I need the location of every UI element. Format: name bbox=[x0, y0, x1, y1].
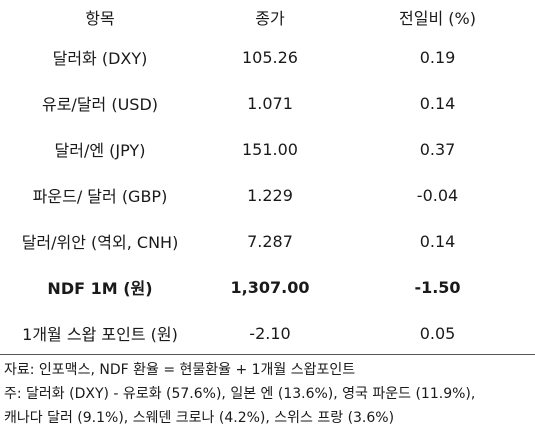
fx-table: 항목 종가 전일비 (%) 달러화 (DXY) 105.26 0.19 유로/달… bbox=[0, 0, 535, 356]
table-row: 파운드/ 달러 (GBP) 1.229 -0.04 bbox=[0, 172, 535, 218]
table-row-ndf: NDF 1M (원) 1,307.00 -1.50 bbox=[0, 264, 535, 310]
row-change: 0.19 bbox=[419, 47, 456, 67]
row-close: 1.071 bbox=[247, 93, 293, 113]
row-change: 0.37 bbox=[419, 139, 456, 159]
row-close: 1,307.00 bbox=[230, 277, 310, 297]
row-item: 유로/달러 (USD) bbox=[41, 95, 159, 114]
table-row: 달러화 (DXY) 105.26 0.19 bbox=[0, 34, 535, 80]
table-row: 달러/위안 (역외, CNH) 7.287 0.14 bbox=[0, 218, 535, 264]
table-header: 항목 종가 전일비 (%) bbox=[0, 0, 535, 34]
header-close: 종가 bbox=[255, 9, 285, 28]
table-body: 달러화 (DXY) 105.26 0.19 유로/달러 (USD) 1.071 … bbox=[0, 34, 535, 356]
row-change: 0.14 bbox=[419, 93, 456, 113]
footer-divider bbox=[0, 354, 535, 355]
table-row: 1개월 스왑 포인트 (원) -2.10 0.05 bbox=[0, 310, 535, 356]
row-close: -2.10 bbox=[249, 323, 291, 343]
row-change: 0.14 bbox=[419, 231, 456, 251]
header-item: 항목 bbox=[85, 9, 115, 28]
row-item: 달러화 (DXY) bbox=[52, 49, 148, 68]
table-row: 유로/달러 (USD) 1.071 0.14 bbox=[0, 80, 535, 126]
table-row: 달러/엔 (JPY) 151.00 0.37 bbox=[0, 126, 535, 172]
row-item: 달러/엔 (JPY) bbox=[54, 141, 146, 160]
row-close: 1.229 bbox=[247, 185, 293, 205]
footnote-line: 주: 달러화 (DXY) - 유로화 (57.6%), 일본 엔 (13.6%)… bbox=[4, 386, 476, 402]
table-notes: 자료: 인포맥스, NDF 환율 = 현물환율 + 1개월 스왑포인트 주: 달… bbox=[4, 358, 532, 430]
footnote-line: 캐나다 달러 (9.1%), 스웨덴 크로나 (4.2%), 스위스 프랑 (3… bbox=[4, 410, 395, 426]
row-change: 0.05 bbox=[419, 323, 456, 343]
row-close: 105.26 bbox=[242, 47, 298, 67]
row-item: 파운드/ 달러 (GBP) bbox=[32, 187, 168, 206]
row-change: -1.50 bbox=[414, 277, 461, 297]
header-change: 전일비 (%) bbox=[399, 9, 476, 28]
row-item: 1개월 스왑 포인트 (원) bbox=[22, 325, 178, 344]
row-close: 151.00 bbox=[242, 139, 298, 159]
source-note: 자료: 인포맥스, NDF 환율 = 현물환율 + 1개월 스왑포인트 bbox=[4, 362, 356, 378]
header-row: 항목 종가 전일비 (%) bbox=[0, 0, 535, 34]
row-close: 7.287 bbox=[247, 231, 293, 251]
row-change: -0.04 bbox=[416, 185, 459, 205]
row-item: 달러/위안 (역외, CNH) bbox=[21, 233, 179, 252]
row-item: NDF 1M (원) bbox=[47, 279, 153, 298]
